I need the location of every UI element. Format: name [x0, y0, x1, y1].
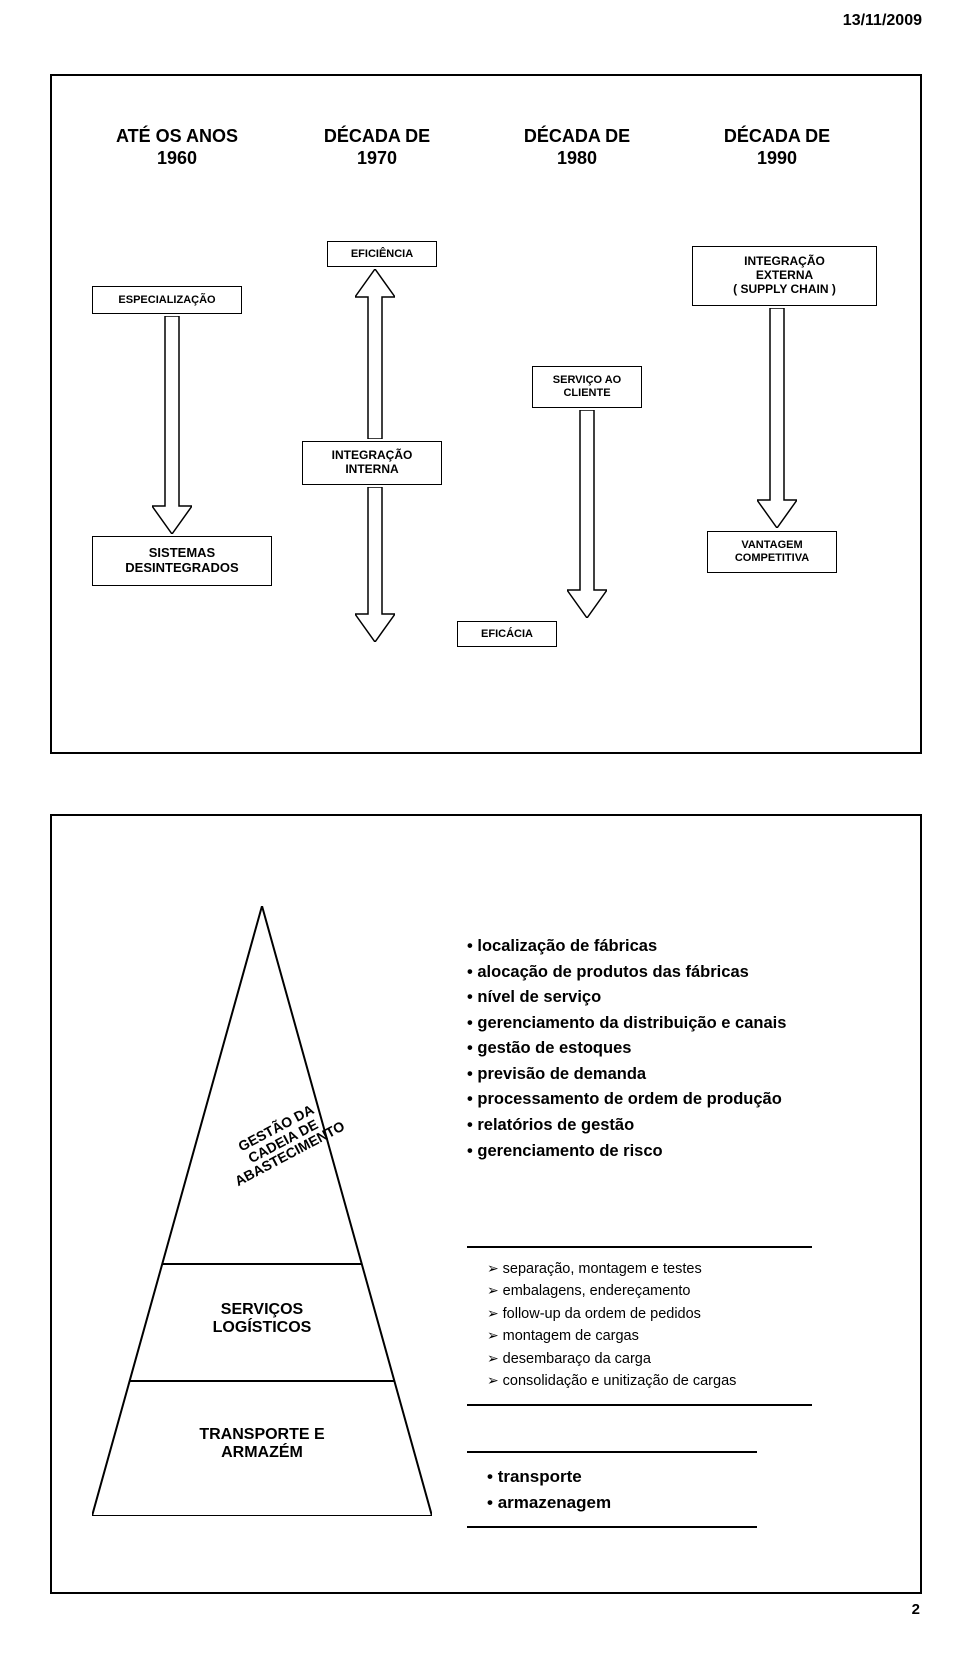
- arrow-col4-down: [757, 308, 797, 528]
- dot-6: previsão de demanda: [467, 1062, 786, 1088]
- col1-line1: ATÉ OS ANOS: [116, 126, 238, 146]
- col1-header: ATÉ OS ANOS 1960: [82, 126, 272, 169]
- pyr-bot-l1: TRANSPORTE E: [199, 1426, 324, 1443]
- dot-8: relatórios de gestão: [467, 1113, 786, 1139]
- integ-ext-l1: INTEGRAÇÃO: [744, 255, 825, 269]
- pyramid-wrap: GESTÃO DA CADEIA DE ABASTECIMENTO SERVIÇ…: [92, 906, 432, 1516]
- slide-2: GESTÃO DA CADEIA DE ABASTECIMENTO SERVIÇ…: [50, 814, 922, 1594]
- dot-5: gestão de estoques: [467, 1036, 786, 1062]
- servico-l1: SERVIÇO AO: [553, 374, 621, 387]
- dot-2: alocação de produtos das fábricas: [467, 960, 786, 986]
- dot-9: gerenciamento de risco: [467, 1139, 786, 1165]
- box-servico-cliente: SERVIÇO AO CLIENTE: [532, 366, 642, 408]
- box-eficiencia: EFICIÊNCIA: [327, 241, 437, 267]
- pyr-bot-l2: ARMAZÉM: [221, 1444, 303, 1461]
- bot-2: armazenagem: [487, 1490, 611, 1516]
- col4-header: DÉCADA DE 1990: [682, 126, 872, 169]
- pyramid-bot-label: TRANSPORTE E ARMAZÉM: [92, 1426, 432, 1462]
- arrow-col3-down: [567, 410, 607, 618]
- chev-6: consolidação e unitização de cargas: [487, 1370, 736, 1392]
- divider-bottom-top: [467, 1451, 757, 1453]
- box-vantagem: VANTAGEM COMPETITIVA: [707, 531, 837, 573]
- col4-line2: 1990: [757, 148, 797, 168]
- bot-1: transporte: [487, 1464, 611, 1490]
- pyramid-svg: [92, 906, 432, 1516]
- col3-header: DÉCADA DE 1980: [482, 126, 672, 169]
- divider-mid-bottom: [467, 1404, 812, 1406]
- page-number: 2: [912, 1601, 920, 1618]
- pyr-mid-l2: LOGÍSTICOS: [213, 1319, 312, 1336]
- chev-4: montagem de cargas: [487, 1325, 736, 1347]
- date-label: 13/11/2009: [843, 12, 922, 30]
- col2-line1: DÉCADA DE: [324, 126, 430, 146]
- sistemas-l1: SISTEMAS: [149, 546, 215, 561]
- box-especializacao: ESPECIALIZAÇÃO: [92, 286, 242, 314]
- box-eficacia: EFICÁCIA: [457, 621, 557, 647]
- chev-1: separação, montagem e testes: [487, 1258, 736, 1280]
- dot-4: gerenciamento da distribuição e canais: [467, 1011, 786, 1037]
- pyramid-mid-label: SERVIÇOS LOGÍSTICOS: [92, 1301, 432, 1337]
- transporte-bullets: transporte armazenagem: [487, 1464, 611, 1517]
- dot-7: processamento de ordem de produção: [467, 1087, 786, 1113]
- divider-bottom-bottom: [467, 1526, 757, 1528]
- servicos-bullets: separação, montagem e testes embalagens,…: [487, 1258, 736, 1393]
- col2-line2: 1970: [357, 148, 397, 168]
- vantagem-l2: COMPETITIVA: [735, 552, 809, 565]
- dot-3: nível de serviço: [467, 985, 786, 1011]
- integ-ext-l3: ( SUPPLY CHAIN ): [733, 283, 836, 297]
- arrow-col2-down: [355, 487, 395, 642]
- slide-1: ATÉ OS ANOS 1960 DÉCADA DE 1970 DÉCADA D…: [50, 74, 922, 754]
- col1-line2: 1960: [157, 148, 197, 168]
- dot-1: localização de fábricas: [467, 934, 786, 960]
- box-integracao-externa: INTEGRAÇÃO EXTERNA ( SUPPLY CHAIN ): [692, 246, 877, 306]
- chev-5: desembaraço da carga: [487, 1348, 736, 1370]
- col2-header: DÉCADA DE 1970: [282, 126, 472, 169]
- col4-line1: DÉCADA DE: [724, 126, 830, 146]
- pyr-mid-l1: SERVIÇOS: [221, 1301, 303, 1318]
- sistemas-l2: DESINTEGRADOS: [125, 561, 238, 576]
- chev-3: follow-up da ordem de pedidos: [487, 1303, 736, 1325]
- integ-ext-l2: EXTERNA: [756, 269, 813, 283]
- arrow-col1: [152, 316, 192, 534]
- box-integracao-interna: INTEGRAÇÃO INTERNA: [302, 441, 442, 485]
- vantagem-l1: VANTAGEM: [741, 539, 802, 552]
- col3-line2: 1980: [557, 148, 597, 168]
- chev-2: embalagens, endereçamento: [487, 1280, 736, 1302]
- servico-l2: CLIENTE: [563, 387, 610, 400]
- box-sistemas: SISTEMAS DESINTEGRADOS: [92, 536, 272, 586]
- gestao-bullets: localização de fábricas alocação de prod…: [467, 934, 786, 1164]
- arrow-col2-up: [355, 269, 395, 439]
- integ-int-l2: INTERNA: [345, 463, 398, 477]
- col3-line1: DÉCADA DE: [524, 126, 630, 146]
- integ-int-l1: INTEGRAÇÃO: [332, 449, 413, 463]
- divider-mid-top: [467, 1246, 812, 1248]
